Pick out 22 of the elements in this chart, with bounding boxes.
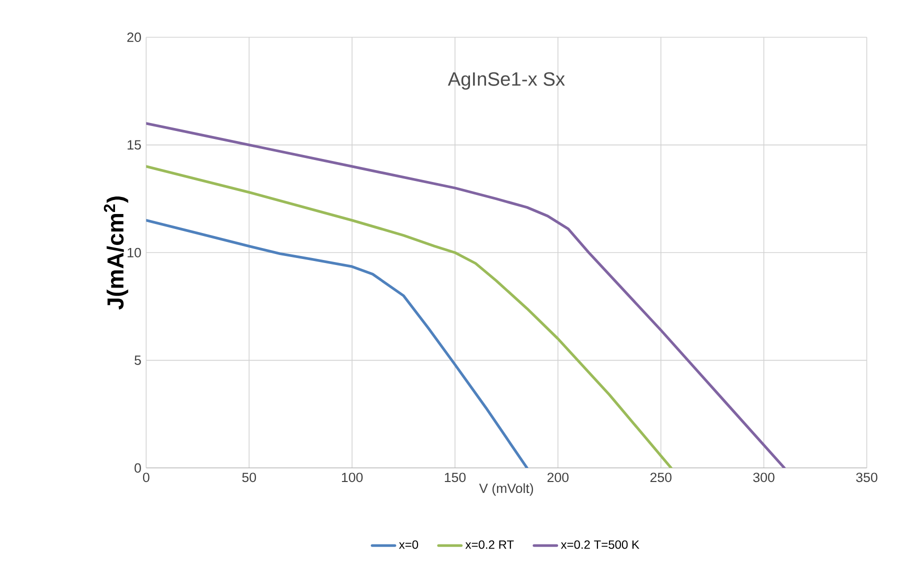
y-tick-label: 5 [134,356,141,365]
x-tick-label: 250 [650,472,672,482]
y-tick-label: 10 [128,248,141,258]
y-tick-label: 0 [134,463,141,473]
y-tick-label: 20 [127,32,141,42]
legend-label: x=0 [399,540,418,549]
x-tick-label: 350 [856,472,878,482]
x-tick-label: 100 [342,472,363,482]
y-axis-title: J(mA/cm$^{2}$) [104,196,128,310]
text: AgInSe1-x Sx [448,72,565,90]
x-tick-label: 300 [753,472,774,482]
y-tick-label: 15 [128,140,141,150]
line-series [146,165,672,468]
x-tick-label: 150 [444,472,466,482]
x-tick-label: 0 [143,472,150,482]
x-tick-label: 50 [242,472,256,482]
x-tick-label: 200 [547,472,569,482]
line-series [146,122,786,468]
legend-label: x=0.2 RT [465,540,514,549]
legend-label: x=0.2 T=500 K [560,540,640,549]
x-axis-title: V (mVolt) [479,483,534,496]
line-series [146,218,528,468]
